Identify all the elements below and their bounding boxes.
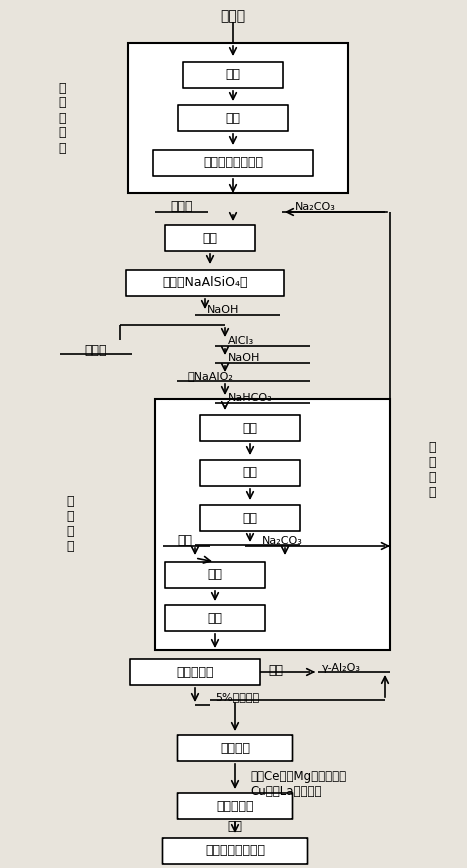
Text: 5%硝酸溶液: 5%硝酸溶液 bbox=[215, 692, 259, 702]
Text: 高效、脱硝催化剂: 高效、脱硝催化剂 bbox=[205, 845, 265, 858]
Text: 老化: 老化 bbox=[242, 466, 257, 479]
Text: 焙烧: 焙烧 bbox=[227, 819, 242, 832]
FancyBboxPatch shape bbox=[153, 150, 313, 176]
Text: 焙烧: 焙烧 bbox=[268, 663, 283, 676]
Text: 除碳: 除碳 bbox=[226, 111, 241, 124]
FancyBboxPatch shape bbox=[200, 460, 300, 486]
FancyBboxPatch shape bbox=[165, 225, 255, 251]
Text: 干燥: 干燥 bbox=[207, 611, 222, 624]
Bar bbox=[128, 43, 348, 193]
Text: 分
级
预
处
理: 分 级 预 处 理 bbox=[58, 82, 66, 155]
Text: 焙烧: 焙烧 bbox=[203, 232, 218, 245]
Text: 洗涤: 洗涤 bbox=[207, 569, 222, 582]
Text: 浸渍Ce盐和Mg盐双金属或
Cu盐和La盐双金属: 浸渍Ce盐和Mg盐双金属或 Cu盐和La盐双金属 bbox=[250, 770, 346, 798]
FancyBboxPatch shape bbox=[126, 270, 284, 296]
Text: 成胶: 成胶 bbox=[242, 422, 257, 435]
FancyBboxPatch shape bbox=[200, 505, 300, 531]
Text: 催化剂制备: 催化剂制备 bbox=[216, 799, 254, 812]
Text: 霞石（NaAlSiO₄）: 霞石（NaAlSiO₄） bbox=[162, 277, 248, 290]
Text: 硅溶胶: 硅溶胶 bbox=[85, 344, 107, 357]
Text: 粉煤灰: 粉煤灰 bbox=[220, 9, 246, 23]
FancyBboxPatch shape bbox=[177, 793, 292, 819]
Text: 合
成
过
程: 合 成 过 程 bbox=[66, 495, 74, 553]
Text: NaHCO₃: NaHCO₃ bbox=[228, 393, 273, 403]
Text: 循
环
利
用: 循 环 利 用 bbox=[428, 441, 436, 499]
Text: γ-Al₂O₃: γ-Al₂O₃ bbox=[322, 663, 361, 673]
Text: AlCl₃: AlCl₃ bbox=[228, 336, 254, 346]
Text: 过筛: 过筛 bbox=[226, 69, 241, 82]
Bar bbox=[155, 399, 390, 650]
FancyBboxPatch shape bbox=[177, 735, 292, 761]
FancyBboxPatch shape bbox=[165, 562, 265, 588]
Text: NaOH: NaOH bbox=[207, 305, 240, 315]
Text: Na₂CO₃: Na₂CO₃ bbox=[262, 536, 303, 546]
Text: 滤饼: 滤饼 bbox=[177, 535, 192, 548]
Text: 粉煤灰: 粉煤灰 bbox=[171, 201, 193, 214]
FancyBboxPatch shape bbox=[200, 415, 300, 441]
Text: 纯NaAlO₂: 纯NaAlO₂ bbox=[188, 371, 234, 381]
FancyBboxPatch shape bbox=[130, 659, 260, 685]
Text: 水洗除可溶性杂质: 水洗除可溶性杂质 bbox=[203, 156, 263, 169]
FancyBboxPatch shape bbox=[163, 838, 307, 864]
Text: 过滤: 过滤 bbox=[242, 511, 257, 524]
Text: 拟薄水铝石: 拟薄水铝石 bbox=[176, 666, 214, 679]
Text: Na₂CO₃: Na₂CO₃ bbox=[295, 202, 336, 212]
FancyBboxPatch shape bbox=[165, 605, 265, 631]
FancyBboxPatch shape bbox=[183, 62, 283, 88]
Text: NaOH: NaOH bbox=[228, 353, 261, 363]
Text: 粘合成型: 粘合成型 bbox=[220, 741, 250, 754]
FancyBboxPatch shape bbox=[178, 105, 288, 131]
